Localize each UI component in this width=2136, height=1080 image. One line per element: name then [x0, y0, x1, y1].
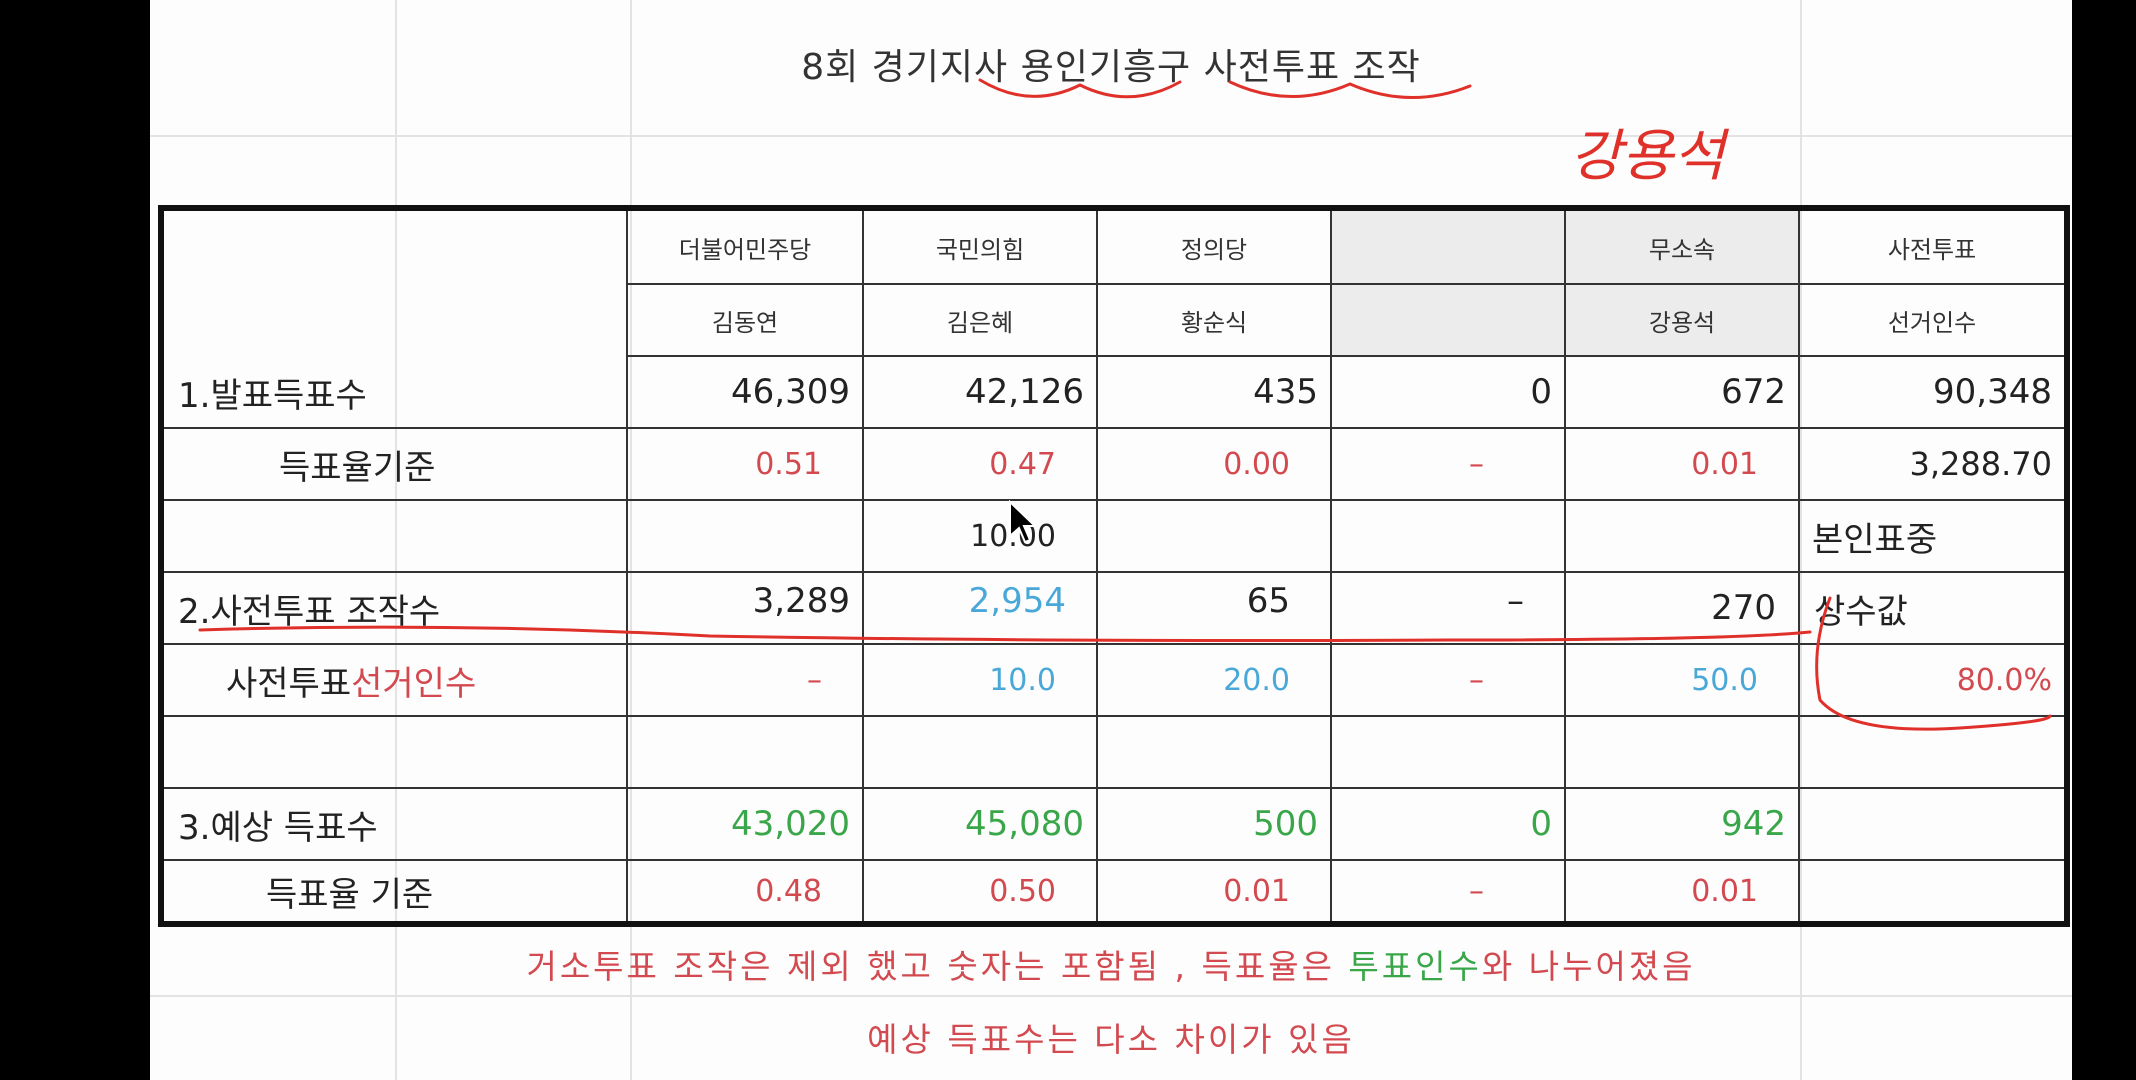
party-header	[1332, 211, 1566, 285]
bracket-mark	[1815, 596, 2052, 731]
grid-line	[630, 0, 632, 1080]
row-label-text: 사전투표	[226, 663, 352, 704]
note-text: 와 나누어졌음	[1481, 947, 1696, 986]
candidate-header: 황순식	[1098, 285, 1332, 357]
row-label: 득표율기준	[164, 429, 628, 501]
table-cell	[1098, 717, 1332, 789]
table-cell: 3,289	[628, 573, 864, 645]
table-cell: 46,309	[628, 357, 864, 429]
note-line-2: 예상 득표수는 다소 차이가 있음	[867, 1020, 1355, 1059]
table-cell	[1098, 501, 1332, 573]
underline-mark	[1228, 80, 1472, 99]
row-label: 1.발표득표수	[164, 357, 628, 429]
grid-line	[150, 995, 2072, 997]
candidate-header: 선거인수	[1800, 285, 2064, 357]
table-cell: 0	[1332, 357, 1566, 429]
underline-mark	[198, 625, 1812, 642]
candidate-header: 김동연	[628, 285, 864, 357]
table-cell: 상수값	[1800, 573, 2064, 645]
table-cell: –	[1332, 645, 1566, 717]
table-cell: 90,348	[1800, 357, 2064, 429]
table-cell: 500	[1098, 789, 1332, 861]
grid-line	[150, 135, 2072, 137]
table-cell: –	[1332, 861, 1566, 921]
row-label	[164, 717, 628, 789]
table-cell: 0.47	[864, 429, 1098, 501]
table-cell	[1332, 717, 1566, 789]
table-cell: 0.51	[628, 429, 864, 501]
table-cell: 43,020	[628, 789, 864, 861]
underline-mark	[978, 78, 1182, 99]
note-text: 거소투표 조작은 제외 했고 숫자는 포함됨 , 득표율은	[526, 947, 1349, 986]
table-cell: 3,288.70	[1800, 429, 2064, 501]
table-cell: 0.01	[1566, 429, 1800, 501]
table-cell	[1332, 501, 1566, 573]
row-label: 3.예상 득표수	[164, 789, 628, 861]
handwritten-name: 강용석	[1570, 124, 1730, 189]
table-cell: 2,954	[864, 573, 1098, 645]
row-label: 사전투표 선거인수	[164, 645, 628, 717]
table-cell: 65	[1098, 573, 1332, 645]
header-blank	[164, 211, 628, 357]
table-cell: 0.01	[1566, 861, 1800, 921]
party-header: 더불어민주당	[628, 211, 864, 285]
party-header: 정의당	[1098, 211, 1332, 285]
table-cell	[1800, 717, 2064, 789]
table-cell: 672	[1566, 357, 1800, 429]
table-cell: –	[628, 645, 864, 717]
table-cell	[864, 717, 1098, 789]
candidate-header	[1332, 285, 1566, 357]
handwritten-annotations: 강용석	[198, 78, 2052, 731]
table-cell: 50.0	[1566, 645, 1800, 717]
candidate-header: 김은혜	[864, 285, 1098, 357]
table-cell: 0.50	[864, 861, 1098, 921]
table-cell: 10.0	[864, 645, 1098, 717]
party-header: 무소속	[1566, 211, 1800, 285]
table-cell	[628, 501, 864, 573]
note-line-1: 거소투표 조작은 제외 했고 숫자는 포함됨 , 득표율은 투표인수와 나누어졌…	[150, 940, 2072, 988]
row-label	[164, 501, 628, 573]
table-cell: –	[1332, 573, 1566, 645]
row-label: 2.사전투표 조작수	[164, 573, 628, 645]
row-label-highlight: 선거인수	[351, 663, 477, 704]
table-cell: 45,080	[864, 789, 1098, 861]
table-cell: 80.0%	[1800, 645, 2064, 717]
candidate-header: 강용석	[1566, 285, 1800, 357]
table-cell: 0	[1332, 789, 1566, 861]
mouse-pointer-icon	[1009, 500, 1038, 544]
page-title: 8회 경기지사 용인기흥구 사전투표 조작	[801, 47, 1421, 88]
table-cell: 0.48	[628, 861, 864, 921]
table-cell	[628, 717, 864, 789]
table-cell: 20.0	[1098, 645, 1332, 717]
table-cell: 0.00	[1098, 429, 1332, 501]
table-cell: 본인표중	[1800, 501, 2064, 573]
table-cell: 942	[1566, 789, 1800, 861]
table-cell	[1566, 501, 1800, 573]
note-highlight: 투표인수	[1348, 947, 1482, 986]
grid-line	[395, 0, 397, 1080]
party-header: 국민의힘	[864, 211, 1098, 285]
vote-table: 더불어민주당 국민의힘 정의당 무소속 사전투표 김동연 김은혜 황순식 강용석…	[158, 205, 2070, 927]
table-cell	[1800, 789, 2064, 861]
table-cell: 270	[1566, 573, 1800, 645]
table-cell: 435	[1098, 357, 1332, 429]
grid-line	[1800, 0, 1802, 1080]
table-cell: –	[1332, 429, 1566, 501]
table-cell: 42,126	[864, 357, 1098, 429]
table-cell: 0.01	[1098, 861, 1332, 921]
party-header: 사전투표	[1800, 211, 2064, 285]
table-cell	[1566, 717, 1800, 789]
row-label: 득표율 기준	[164, 861, 628, 921]
spreadsheet: 8회 경기지사 용인기흥구 사전투표 조작 더불어민주당 국민의힘 정의당 무소…	[150, 0, 2072, 1080]
